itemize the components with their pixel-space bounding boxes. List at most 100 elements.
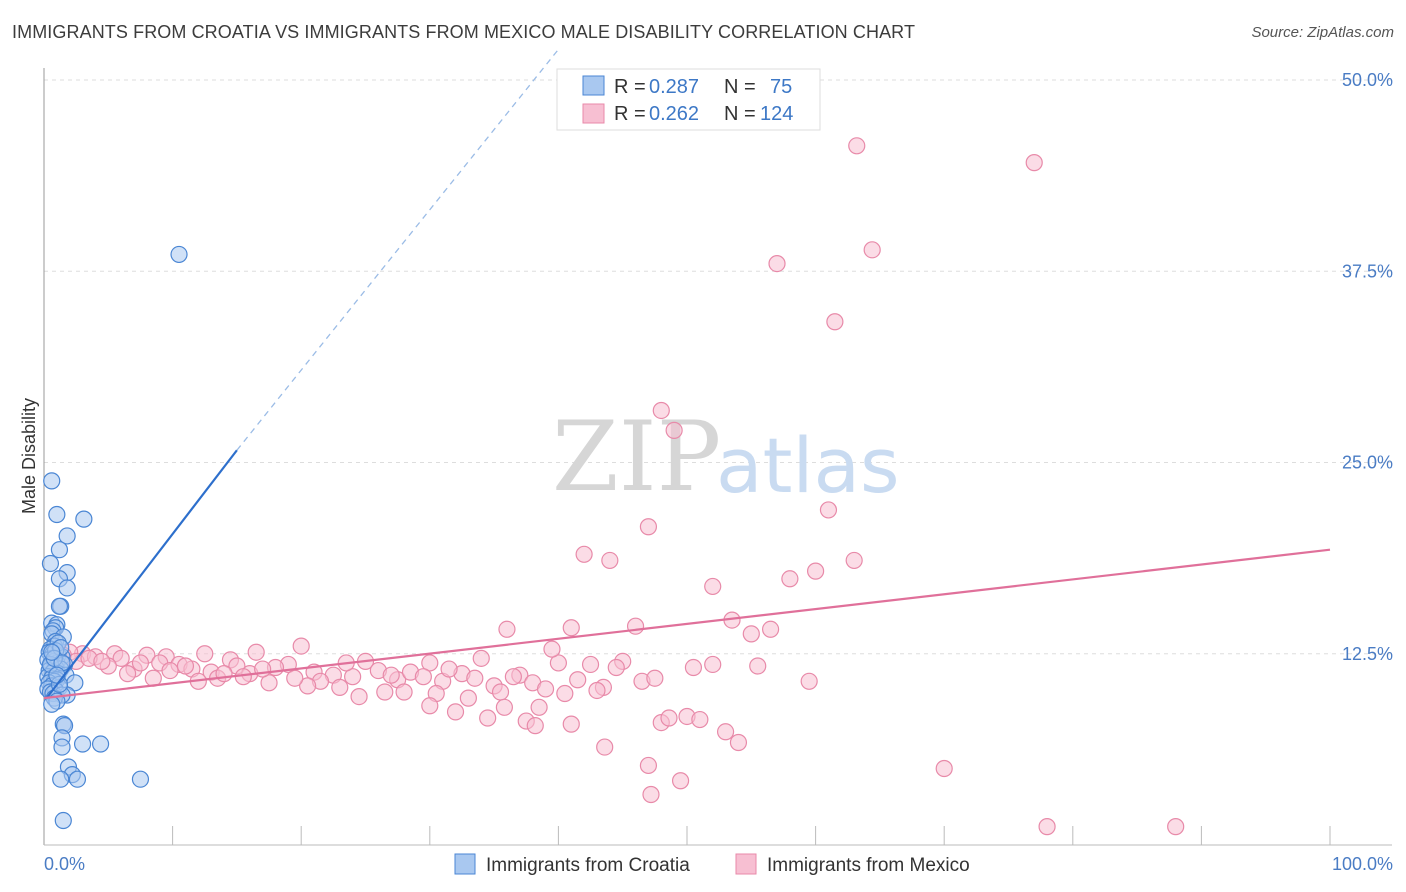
- mexico-point: [459, 689, 477, 707]
- mexico-point: [704, 655, 722, 674]
- mexico-point: [704, 577, 722, 596]
- mexico-point: [215, 665, 233, 683]
- mexico-point: [530, 698, 548, 716]
- croatia-point: [43, 472, 61, 490]
- croatia-point: [68, 770, 87, 788]
- mexico-point: [504, 668, 522, 686]
- mexico-point: [729, 733, 748, 752]
- mexico-point: [562, 715, 580, 733]
- croatia-point: [54, 811, 72, 830]
- legend-n-label-mexico: N =: [724, 103, 756, 125]
- croatia-trendline-extension: [236, 48, 559, 451]
- croatia-point: [73, 735, 92, 753]
- mexico-point: [601, 551, 619, 570]
- mexico-point: [466, 669, 484, 687]
- mexico-point: [1038, 818, 1056, 836]
- mexico-point: [498, 620, 516, 638]
- mexico-point: [549, 654, 568, 672]
- mexico-point: [691, 710, 709, 729]
- mexico-point: [331, 678, 349, 697]
- trendlines: [43, 48, 1331, 700]
- mexico-point: [491, 683, 510, 701]
- watermark-zip: ZIP: [552, 401, 721, 513]
- legend-swatch-croatia: [582, 75, 605, 96]
- y-tick-label: 37.5%: [1342, 261, 1393, 281]
- mexico-point: [935, 759, 953, 778]
- legend-n-label-croatia: N =: [724, 76, 756, 98]
- mexico-point: [684, 658, 703, 677]
- y-tick-label: 50.0%: [1342, 70, 1393, 90]
- mexico-point: [607, 658, 625, 677]
- bottom-legend-label-mexico: Immigrants from Mexico: [767, 855, 970, 876]
- mexico-point: [376, 683, 394, 701]
- legend-r-value-croatia: 0.287: [649, 76, 699, 98]
- mexico-point: [569, 671, 587, 689]
- mexico-point: [581, 655, 600, 674]
- mexico-point: [660, 709, 678, 727]
- mexico-point: [826, 313, 844, 331]
- croatia-point: [170, 245, 188, 264]
- mexico-point: [742, 625, 760, 643]
- mexico-point: [639, 756, 658, 775]
- mexico-point: [556, 684, 574, 703]
- mexico-point: [286, 669, 304, 687]
- mexico-point: [526, 717, 544, 735]
- bottom-legend-label-croatia: Immigrants from Croatia: [486, 855, 690, 876]
- mexico-point: [671, 772, 690, 790]
- mexico-point: [639, 518, 658, 536]
- mexico-point: [781, 570, 799, 588]
- bottom-legend-swatch-croatia: [454, 853, 476, 875]
- mexico-point: [350, 687, 368, 706]
- y-tick-label: 12.5%: [1342, 644, 1393, 664]
- croatia-trendline: [45, 449, 238, 699]
- axes: [43, 68, 1392, 846]
- mexico-point: [543, 640, 561, 658]
- legend-n-value-croatia: 75: [770, 76, 792, 98]
- croatia-point: [48, 505, 66, 524]
- croatia-point: [41, 554, 60, 573]
- legend-swatch-mexico: [582, 103, 605, 124]
- mexico-point: [421, 654, 439, 672]
- croatia-point: [131, 770, 150, 788]
- mexico-point: [479, 709, 497, 727]
- mexico-point: [395, 683, 413, 701]
- mexico-trendline: [43, 548, 1331, 700]
- source-label: Source: ZipAtlas.com: [1251, 24, 1394, 41]
- mexico-point: [562, 619, 580, 637]
- croatia-point: [50, 597, 69, 615]
- mexico-point: [749, 657, 767, 675]
- croatia-point: [58, 527, 76, 545]
- y-axis-label: Male Disability: [19, 398, 39, 514]
- mexico-point: [254, 660, 272, 678]
- watermark-atlas: atlas: [716, 421, 900, 510]
- mexico-point: [93, 652, 111, 671]
- mexico-point: [806, 562, 825, 580]
- y-tick-labels: 12.5% 25.0% 37.5% 50.0%: [1342, 70, 1393, 664]
- chart-title: IMMIGRANTS FROM CROATIA VS IMMIGRANTS FR…: [12, 22, 916, 42]
- mexico-point: [176, 657, 195, 675]
- mexico-point: [344, 668, 362, 686]
- mexico-point: [382, 666, 400, 684]
- mexico-point: [131, 654, 150, 672]
- mexico-point: [626, 617, 645, 635]
- y-tick-label: 25.0%: [1342, 453, 1393, 473]
- watermark: ZIP atlas: [552, 401, 900, 513]
- croatia-point: [58, 579, 76, 597]
- mexico-point: [414, 668, 432, 686]
- mexico-point: [247, 643, 265, 661]
- mexico-point: [440, 660, 458, 678]
- mexico-point: [1167, 818, 1185, 836]
- mexico-point: [196, 645, 214, 663]
- croatia-point: [75, 510, 93, 528]
- mexico-point: [819, 501, 838, 519]
- mexico-point: [1025, 154, 1043, 172]
- mexico-point: [596, 738, 614, 756]
- croatia-points: [39, 245, 188, 830]
- mexico-point: [768, 255, 786, 273]
- legend-n-value-mexico: 124: [760, 103, 793, 125]
- mexico-point: [495, 698, 513, 716]
- mexico-point: [161, 661, 179, 680]
- mexico-point: [112, 649, 130, 667]
- croatia-point: [43, 643, 61, 661]
